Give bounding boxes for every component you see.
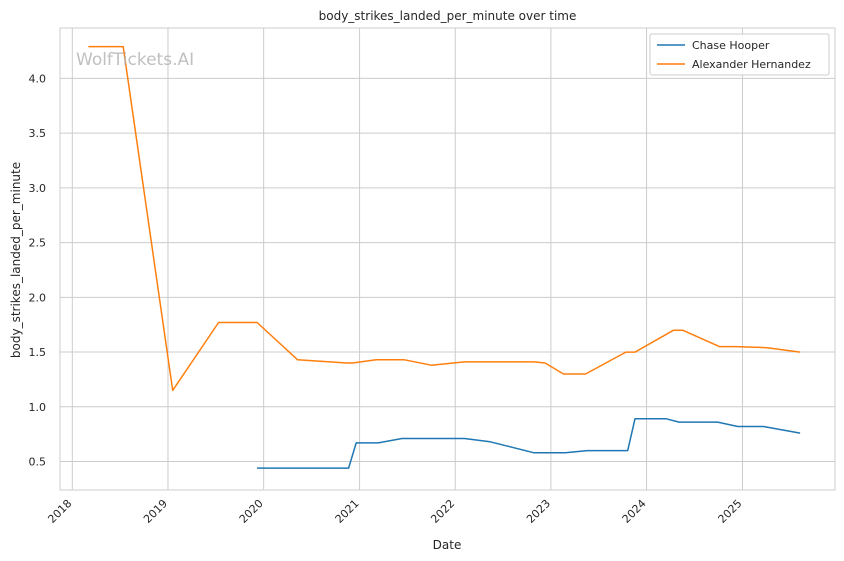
y-tick-label: 3.5 [29,127,47,140]
x-tick-label: 2024 [620,497,649,526]
y-tick-label: 2.0 [29,291,47,304]
legend-box [649,33,830,76]
x-tick-label: 2020 [237,497,266,526]
x-tick-label: 2025 [716,497,745,526]
plot-background [60,28,835,490]
series-line-0 [257,418,801,469]
legend: Chase Hooper Alexander Hernandez [649,33,830,76]
plot-frame [59,27,836,491]
legend-label: Chase Hooper [692,39,770,52]
x-tick-label: 2018 [45,497,74,526]
y-tick-label: 3.0 [29,182,47,195]
chart-title: body_strikes_landed_per_minute over time [319,9,577,23]
legend-label: Alexander Hernandez [692,58,811,71]
watermark: WolfTickets.AI [76,50,194,70]
x-tick-label: 2022 [428,497,457,526]
grid [60,28,835,490]
y-tick-label: 1.5 [29,346,47,359]
series-lines [88,45,801,469]
y-tick-label: 0.5 [29,456,47,469]
x-tick-label: 2021 [333,497,362,526]
y-axis-label: body_strikes_landed_per_minute [9,162,23,358]
series-line-1 [88,45,801,392]
y-tick-label: 4.0 [29,72,47,85]
y-tick-label: 1.0 [29,401,47,414]
x-tick-label: 2019 [141,497,170,526]
x-tick-label: 2023 [524,497,553,526]
x-axis-label: Date [433,538,462,552]
y-tick-label: 2.5 [29,237,47,250]
